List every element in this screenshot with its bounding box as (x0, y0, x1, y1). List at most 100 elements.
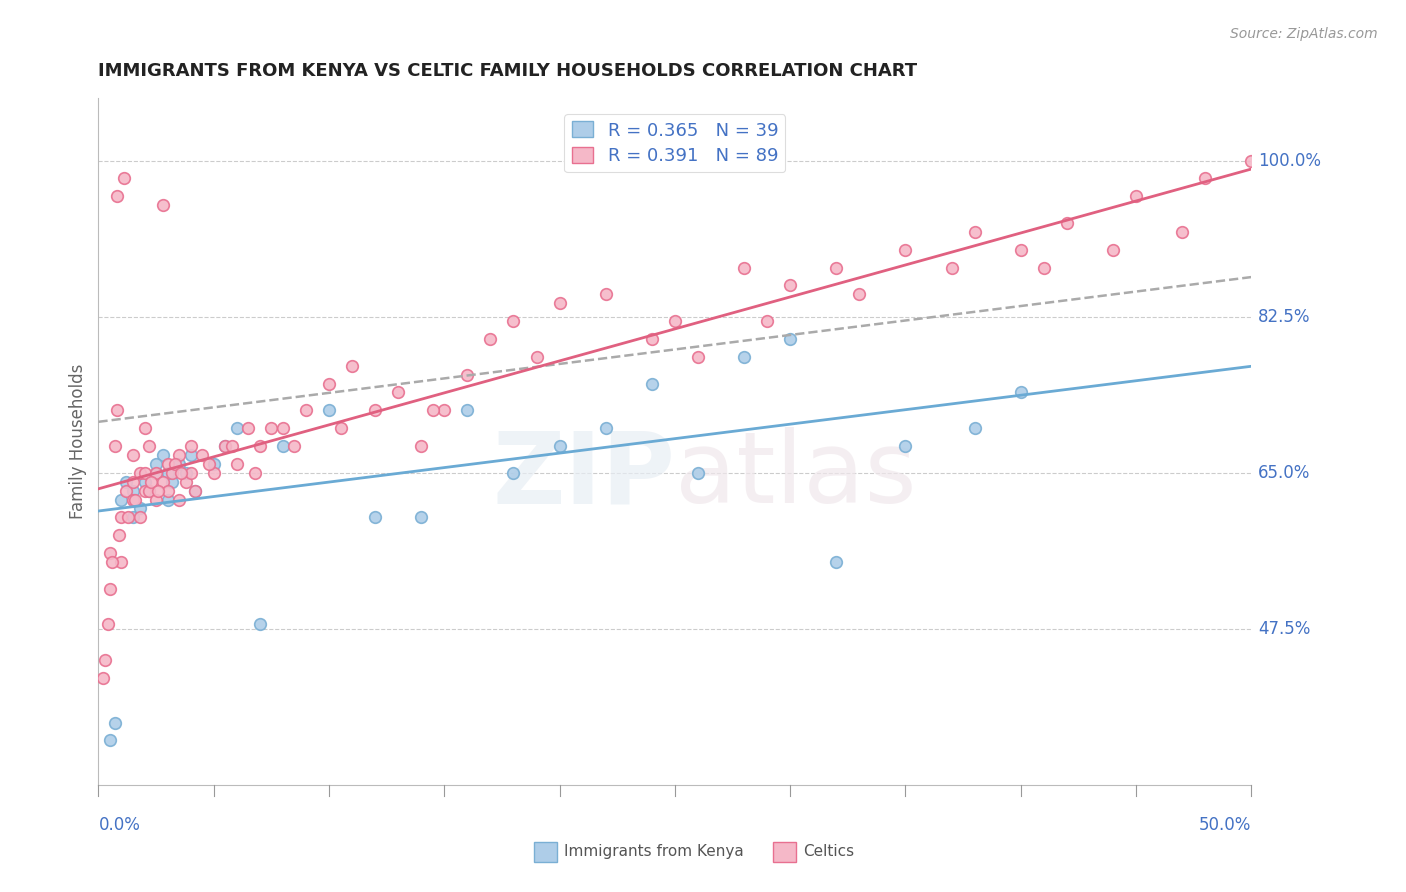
Point (145, 466, 167, 480)
Text: Source: ZipAtlas.com: Source: ZipAtlas.com (1230, 27, 1378, 41)
Point (101, 555, 124, 569)
Point (733, 260, 755, 275)
Text: IMMIGRANTS FROM KENYA VS CELTIC FAMILY HOUSEHOLDS CORRELATION CHART: IMMIGRANTS FROM KENYA VS CELTIC FAMILY H… (98, 62, 918, 80)
Point (1125, 189, 1147, 203)
Point (894, 243, 917, 257)
Text: 0.0%: 0.0% (98, 816, 141, 834)
Point (108, 528, 131, 542)
Point (1010, 385, 1032, 400)
Point (167, 448, 190, 462)
Point (184, 483, 207, 498)
Text: 50.0%: 50.0% (1199, 816, 1251, 834)
Point (733, 350, 755, 364)
Point (295, 403, 318, 417)
Point (122, 483, 145, 498)
Point (141, 475, 163, 489)
Point (174, 475, 197, 489)
Point (122, 448, 145, 462)
Point (283, 439, 305, 453)
Point (387, 385, 409, 400)
Point (105, 403, 128, 417)
Point (502, 466, 524, 480)
Text: 65.0%: 65.0% (1258, 464, 1310, 482)
Point (170, 466, 193, 480)
Point (271, 421, 294, 435)
Text: 47.5%: 47.5% (1258, 620, 1310, 638)
Point (122, 492, 145, 507)
Point (110, 510, 132, 524)
Point (433, 403, 456, 417)
Point (180, 448, 202, 462)
Point (156, 457, 179, 471)
Point (156, 492, 179, 507)
Text: Immigrants from Kenya: Immigrants from Kenya (564, 845, 744, 859)
Point (963, 225, 986, 239)
Point (894, 439, 917, 453)
Point (115, 475, 138, 489)
Point (134, 483, 156, 498)
Point (318, 403, 340, 417)
Point (91, 671, 114, 685)
Point (271, 439, 294, 453)
Point (329, 421, 352, 435)
Point (595, 287, 617, 301)
Point (110, 555, 132, 569)
Point (191, 448, 214, 462)
Point (1194, 171, 1216, 186)
Point (941, 260, 963, 275)
Point (98, 733, 121, 747)
Point (225, 457, 247, 471)
Point (848, 287, 870, 301)
Point (249, 439, 271, 453)
Point (456, 368, 478, 382)
Y-axis label: Family Households: Family Households (69, 364, 87, 519)
Point (456, 403, 478, 417)
Point (1056, 216, 1078, 230)
Point (198, 457, 221, 471)
Point (98, 546, 121, 560)
Legend: R = 0.365   N = 39, R = 0.391   N = 89: R = 0.365 N = 39, R = 0.391 N = 89 (564, 114, 786, 172)
Point (180, 466, 202, 480)
Point (202, 457, 225, 471)
Point (825, 555, 848, 569)
Point (167, 457, 190, 471)
Point (160, 475, 183, 489)
Point (318, 376, 340, 391)
Text: 82.5%: 82.5% (1258, 308, 1310, 326)
Point (779, 332, 801, 346)
Point (249, 617, 271, 632)
Point (225, 421, 247, 435)
Point (260, 421, 283, 435)
Point (548, 439, 571, 453)
Point (110, 492, 132, 507)
Point (245, 466, 267, 480)
Point (167, 492, 190, 507)
Point (129, 466, 152, 480)
Point (664, 314, 686, 328)
Point (122, 510, 145, 524)
Point (1171, 225, 1194, 239)
Point (548, 296, 571, 310)
Point (103, 439, 125, 453)
Point (145, 457, 167, 471)
Point (94, 653, 117, 667)
Point (145, 492, 167, 507)
Point (364, 510, 387, 524)
Point (641, 376, 664, 391)
Point (152, 448, 174, 462)
Point (238, 421, 260, 435)
Point (152, 198, 174, 212)
Point (124, 492, 146, 507)
Text: atlas: atlas (675, 427, 917, 524)
Text: Celtics: Celtics (803, 845, 853, 859)
Point (174, 466, 197, 480)
Point (117, 510, 139, 524)
Point (122, 475, 145, 489)
Point (422, 403, 444, 417)
Point (686, 350, 709, 364)
Point (138, 483, 160, 498)
Point (825, 260, 848, 275)
Point (134, 421, 156, 435)
Point (163, 457, 186, 471)
Point (134, 475, 156, 489)
